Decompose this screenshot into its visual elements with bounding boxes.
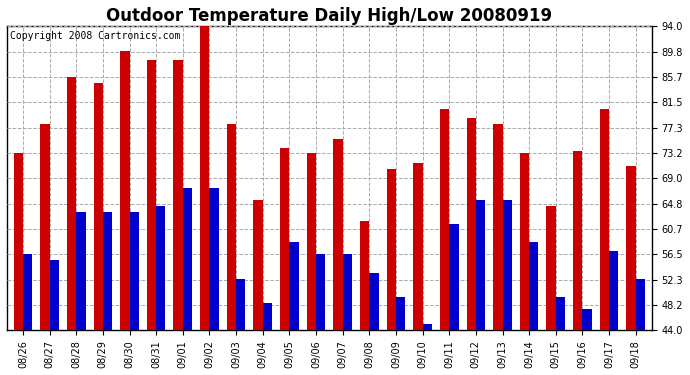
Bar bbox=[396, 297, 405, 330]
Bar bbox=[343, 254, 352, 330]
Bar bbox=[183, 188, 192, 330]
Bar bbox=[40, 124, 50, 330]
Bar bbox=[333, 139, 343, 330]
Bar bbox=[316, 254, 325, 330]
Bar bbox=[440, 108, 449, 330]
Bar bbox=[253, 200, 263, 330]
Bar bbox=[94, 83, 103, 330]
Bar bbox=[200, 27, 210, 330]
Bar bbox=[529, 242, 538, 330]
Bar bbox=[555, 297, 565, 330]
Bar bbox=[23, 254, 32, 330]
Bar bbox=[627, 166, 635, 330]
Bar bbox=[466, 118, 476, 330]
Bar bbox=[103, 212, 112, 330]
Bar bbox=[360, 221, 369, 330]
Bar bbox=[369, 273, 379, 330]
Bar bbox=[449, 224, 459, 330]
Bar bbox=[546, 206, 555, 330]
Bar bbox=[156, 206, 166, 330]
Bar bbox=[147, 60, 156, 330]
Bar bbox=[493, 124, 502, 330]
Text: Copyright 2008 Cartronics.com: Copyright 2008 Cartronics.com bbox=[10, 31, 181, 41]
Bar bbox=[386, 169, 396, 330]
Bar bbox=[422, 324, 432, 330]
Bar bbox=[609, 251, 618, 330]
Bar bbox=[14, 153, 23, 330]
Bar bbox=[76, 212, 86, 330]
Bar bbox=[306, 153, 316, 330]
Bar bbox=[236, 279, 246, 330]
Bar bbox=[502, 200, 512, 330]
Bar bbox=[635, 279, 645, 330]
Bar bbox=[210, 188, 219, 330]
Bar bbox=[573, 151, 582, 330]
Bar bbox=[50, 261, 59, 330]
Bar bbox=[280, 148, 289, 330]
Bar bbox=[520, 153, 529, 330]
Bar bbox=[173, 60, 183, 330]
Bar bbox=[289, 242, 299, 330]
Bar bbox=[130, 212, 139, 330]
Bar bbox=[263, 303, 272, 330]
Bar bbox=[227, 124, 236, 330]
Bar bbox=[67, 77, 76, 330]
Bar bbox=[120, 51, 130, 330]
Bar bbox=[476, 200, 485, 330]
Bar bbox=[582, 309, 592, 330]
Bar bbox=[413, 163, 422, 330]
Title: Outdoor Temperature Daily High/Low 20080919: Outdoor Temperature Daily High/Low 20080… bbox=[106, 7, 553, 25]
Bar bbox=[600, 108, 609, 330]
